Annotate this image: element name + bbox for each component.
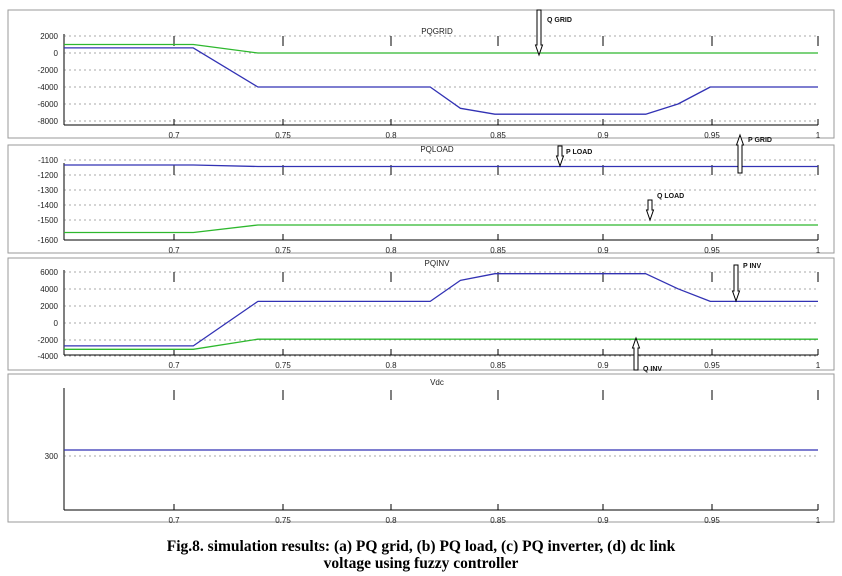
- arrow-icon: [534, 9, 544, 57]
- annotation-q-load: Q LOAD: [645, 193, 684, 222]
- annotation-q-inv: Q INV: [631, 336, 662, 373]
- annotation-q-grid: Q GRID: [534, 9, 572, 57]
- x-tick-label: 0.7: [168, 361, 180, 370]
- x-tick-label: 0.9: [597, 246, 609, 255]
- y-tick-label: -2000: [38, 66, 59, 75]
- panel-frame: [7, 257, 835, 371]
- series-line-q-grid: [64, 43, 818, 54]
- x-tick-label: 0.8: [385, 516, 397, 525]
- panel-title: PQINV: [425, 259, 451, 268]
- simulation-figure: 2000 0 -2000 -4000 -6000 -8000 0.7 0.75 0.8 0.85 0…: [7, 9, 835, 525]
- x-tick-label: 1: [816, 131, 821, 140]
- x-tick-label: 0.9: [597, 361, 609, 370]
- y-tick-label: -1100: [38, 156, 58, 165]
- x-tick-label: 0.85: [490, 246, 506, 255]
- caption-line-1: Fig.8. simulation results: (a) PQ grid, …: [166, 538, 676, 555]
- x-tick-label: 0.85: [490, 131, 506, 140]
- y-tick-label: 2000: [40, 302, 58, 311]
- y-tick-label: -1300: [38, 186, 59, 195]
- panel-title: PQLOAD: [420, 145, 454, 154]
- chart-panel-2: -1100 -1200 -1300 -1400 -1500 -1600 0.7 0.75 0.8…: [7, 144, 835, 255]
- x-tick-label: 0.9: [597, 516, 609, 525]
- y-tick-label: -1400: [38, 201, 59, 210]
- x-tick-label: 0.95: [704, 246, 720, 255]
- x-tick-label: 1: [816, 516, 821, 525]
- annotation-label: P LOAD: [566, 149, 592, 156]
- x-tick-label: 0.85: [490, 516, 506, 525]
- x-tick-label: 0.8: [385, 361, 397, 370]
- x-tick-label: 0.8: [385, 131, 397, 140]
- series-line-q-load: [64, 224, 818, 234]
- arrow-icon: [731, 264, 741, 303]
- x-tick-label: 0.7: [168, 131, 180, 140]
- x-tick-label: 0.95: [704, 516, 720, 525]
- panel-frame: [7, 373, 835, 523]
- panel-frame: [7, 144, 835, 254]
- arrow-icon: [555, 145, 565, 168]
- x-tick-label: 0.7: [168, 246, 180, 255]
- x-tick-label: 1: [816, 246, 821, 255]
- annotation-label: P INV: [743, 263, 761, 270]
- y-tick-label: 2000: [40, 32, 58, 41]
- y-tick-label: -6000: [38, 100, 59, 109]
- y-tick-label: 0: [54, 49, 59, 58]
- y-tick-label: -1600: [38, 236, 59, 245]
- figure-caption: Fig.8. simulation results: (a) PQ grid, …: [0, 538, 842, 572]
- x-tick-label: 0.85: [490, 361, 506, 370]
- annotation-label: Q GRID: [547, 17, 572, 24]
- y-tick-label: -4000: [38, 352, 59, 361]
- arrow-icon: [645, 199, 655, 222]
- series-line-p-inv: [64, 273, 818, 347]
- annotation-label: Q INV: [643, 366, 662, 373]
- panel-frame: [7, 9, 835, 139]
- y-tick-label: -1200: [38, 171, 59, 180]
- x-tick-label: 0.9: [597, 131, 609, 140]
- annotation-p-load: P LOAD: [555, 145, 592, 168]
- annotation-p-inv: P INV: [731, 263, 761, 303]
- chart-panel-1: 2000 0 -2000 -4000 -6000 -8000 0.7 0.75 0.8 0.85 0…: [7, 9, 835, 140]
- x-tick-label: 0.75: [275, 246, 291, 255]
- x-tick-label: 0.8: [385, 246, 397, 255]
- x-tick-label: 0.75: [275, 516, 291, 525]
- chart-panel-3: 6000 4000 2000 0 -2000 -4000 0.7 0.75 0.8 0.85 0.9…: [7, 257, 835, 371]
- series-line-p-grid: [64, 47, 818, 115]
- x-tick-label: 0.75: [275, 131, 291, 140]
- x-tick-label: 0.7: [168, 516, 180, 525]
- chart-panel-4: 300 0.7 0.75 0.8 0.85 0.9 0.95 1 Vdc: [7, 373, 835, 525]
- caption-line-2: voltage using fuzzy controller: [323, 555, 519, 572]
- y-tick-label: -8000: [38, 117, 59, 126]
- x-tick-label: 0.95: [704, 131, 720, 140]
- panel-title: Vdc: [430, 378, 444, 387]
- y-tick-label: 4000: [40, 285, 58, 294]
- arrow-icon: [735, 133, 745, 174]
- y-tick-label: 0: [54, 319, 59, 328]
- y-tick-label: -2000: [38, 336, 59, 345]
- y-tick-label: -4000: [38, 83, 59, 92]
- y-tick-label: 6000: [40, 268, 58, 277]
- arrow-icon: [631, 336, 641, 371]
- x-tick-label: 1: [816, 361, 821, 370]
- annotation-label: P GRID: [748, 137, 772, 144]
- y-tick-label: 300: [45, 452, 59, 461]
- panel-title: PQGRID: [421, 27, 453, 36]
- annotation-p-grid: P GRID: [735, 133, 772, 174]
- series-line-q-inv: [64, 338, 818, 350]
- x-tick-label: 0.95: [704, 361, 720, 370]
- series-line-p-load: [64, 164, 818, 168]
- y-tick-label: -1500: [38, 216, 59, 225]
- x-tick-label: 0.75: [275, 361, 291, 370]
- annotation-label: Q LOAD: [657, 193, 684, 200]
